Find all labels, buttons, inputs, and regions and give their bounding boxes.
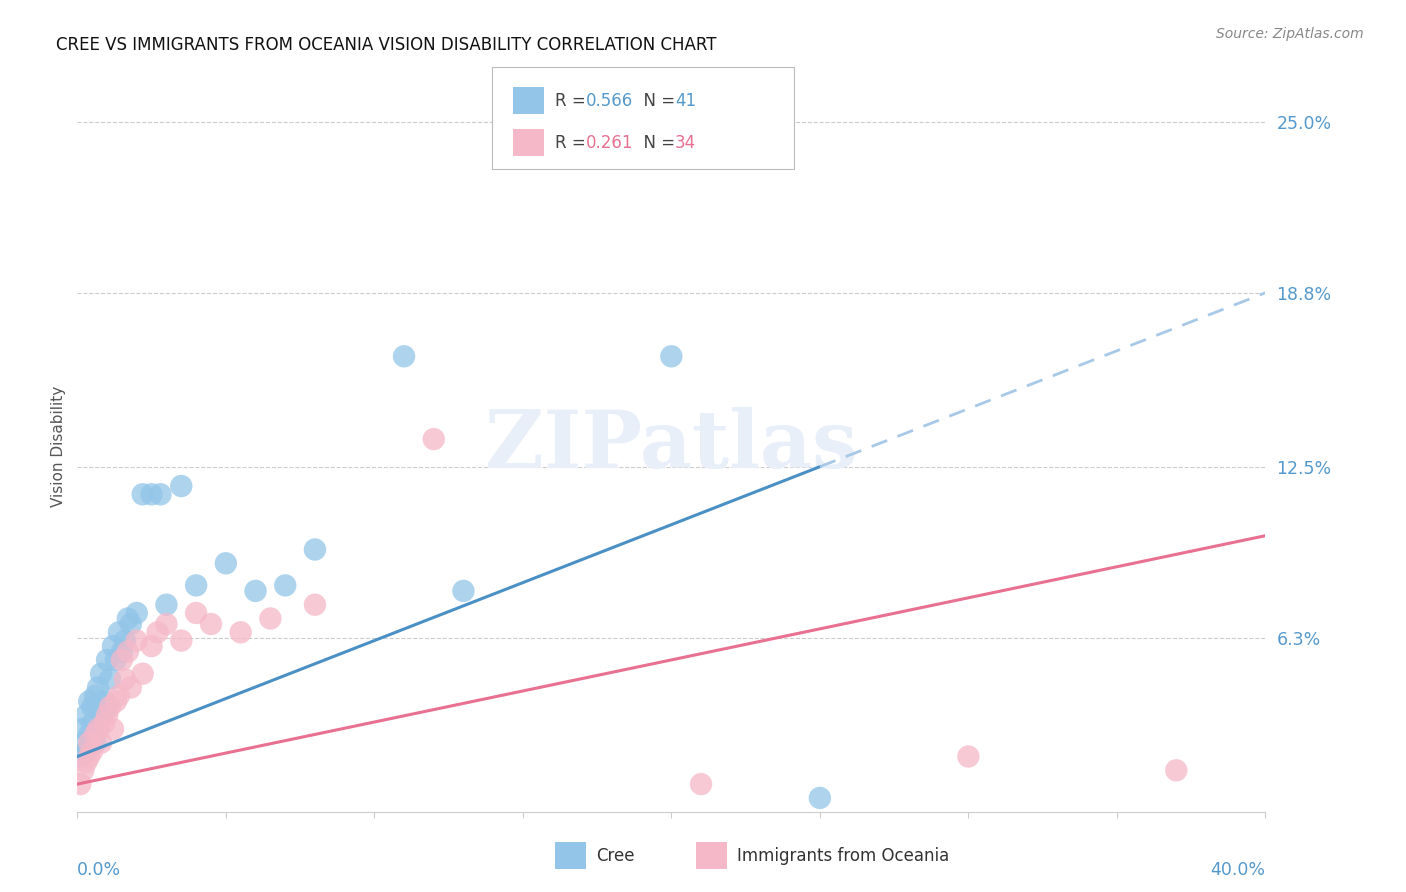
Point — [108, 625, 131, 640]
Point — [155, 617, 177, 632]
Point — [114, 672, 136, 686]
Point — [84, 727, 107, 741]
Point — [84, 689, 107, 703]
Text: Source: ZipAtlas.com: Source: ZipAtlas.com — [1216, 27, 1364, 41]
Point — [87, 722, 110, 736]
Point — [77, 727, 100, 741]
Point — [90, 736, 112, 750]
Text: 41: 41 — [675, 92, 696, 110]
Text: 34: 34 — [675, 134, 696, 152]
Point — [125, 633, 148, 648]
Point — [90, 708, 112, 723]
Point — [170, 633, 193, 648]
Point — [690, 777, 713, 791]
Point — [75, 744, 97, 758]
Point — [77, 736, 100, 750]
Point — [808, 791, 831, 805]
Point — [125, 606, 148, 620]
Point — [93, 716, 115, 731]
Point — [101, 722, 124, 736]
Point — [1166, 764, 1188, 778]
Text: 0.0%: 0.0% — [77, 862, 121, 880]
Point — [96, 708, 118, 723]
Point — [245, 583, 267, 598]
Point — [75, 755, 97, 769]
Point — [111, 653, 134, 667]
Point — [111, 645, 134, 659]
Point — [69, 749, 91, 764]
Point — [229, 625, 252, 640]
Point — [101, 639, 124, 653]
Text: ZIPatlas: ZIPatlas — [485, 407, 858, 485]
Point — [120, 617, 142, 632]
Point — [146, 625, 169, 640]
Point — [661, 349, 683, 363]
Point — [422, 432, 444, 446]
Point — [149, 487, 172, 501]
Point — [87, 681, 110, 695]
Text: 40.0%: 40.0% — [1211, 862, 1265, 880]
Point — [72, 736, 94, 750]
Point — [96, 699, 118, 714]
Point — [82, 716, 104, 731]
Point — [141, 639, 163, 653]
Point — [98, 672, 121, 686]
Point — [117, 611, 139, 625]
Point — [186, 578, 208, 592]
Point — [69, 777, 91, 791]
Point — [114, 633, 136, 648]
Text: CREE VS IMMIGRANTS FROM OCEANIA VISION DISABILITY CORRELATION CHART: CREE VS IMMIGRANTS FROM OCEANIA VISION D… — [56, 36, 717, 54]
Point — [104, 653, 127, 667]
Point — [75, 708, 97, 723]
Point — [72, 764, 94, 778]
Point — [72, 722, 94, 736]
Point — [274, 578, 297, 592]
Point — [141, 487, 163, 501]
Text: N =: N = — [633, 134, 681, 152]
Point — [77, 694, 100, 708]
Point — [304, 542, 326, 557]
Point — [957, 749, 980, 764]
Text: 0.566: 0.566 — [586, 92, 634, 110]
Point — [90, 666, 112, 681]
Point — [108, 689, 131, 703]
Text: 0.261: 0.261 — [586, 134, 634, 152]
Point — [304, 598, 326, 612]
Point — [131, 666, 153, 681]
Point — [104, 694, 127, 708]
Text: Immigrants from Oceania: Immigrants from Oceania — [737, 847, 949, 865]
Text: R =: R = — [555, 92, 592, 110]
Point — [84, 736, 107, 750]
Text: R =: R = — [555, 134, 592, 152]
Point — [77, 749, 100, 764]
Point — [259, 611, 281, 625]
Point — [87, 722, 110, 736]
Point — [215, 557, 238, 571]
Point — [170, 479, 193, 493]
Point — [453, 583, 475, 598]
Point — [392, 349, 415, 363]
Point — [93, 694, 115, 708]
Point — [98, 699, 121, 714]
Point — [82, 699, 104, 714]
Text: N =: N = — [633, 92, 681, 110]
Point — [200, 617, 222, 632]
Point — [155, 598, 177, 612]
Point — [120, 681, 142, 695]
Text: Cree: Cree — [596, 847, 634, 865]
Point — [82, 744, 104, 758]
Point — [186, 606, 208, 620]
Point — [117, 645, 139, 659]
Y-axis label: Vision Disability: Vision Disability — [51, 385, 66, 507]
Point — [131, 487, 153, 501]
Point — [96, 653, 118, 667]
